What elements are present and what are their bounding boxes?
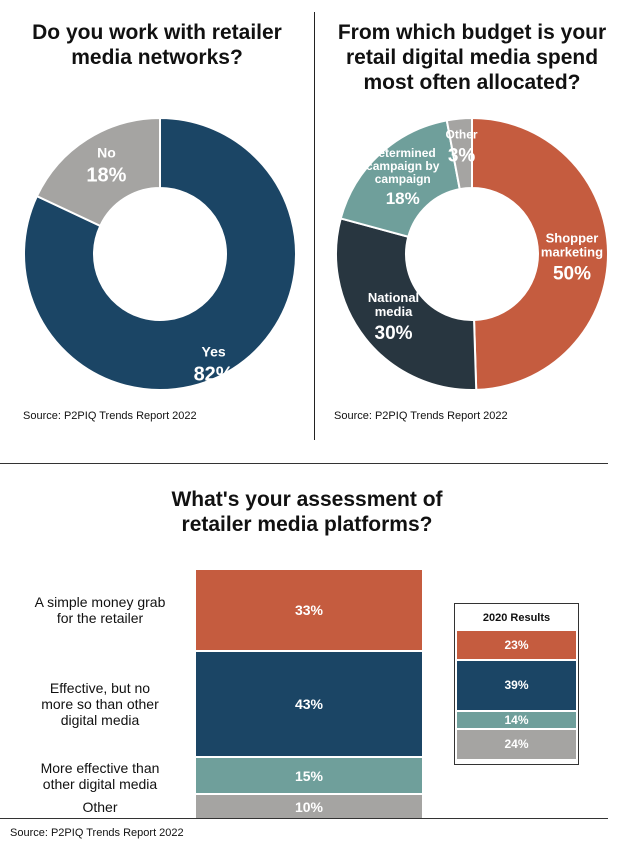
slice-value-label: 50% (553, 263, 591, 284)
chart1-title-line: media networks? (71, 46, 243, 69)
slice-label: Other (446, 127, 478, 141)
slice-label: Shopper (546, 230, 599, 245)
slice-value-label: 18% (86, 165, 126, 187)
category-label-line: Effective, but no (49, 679, 151, 696)
bar-value-label: 10% (294, 798, 324, 815)
bar-segment: 33% (196, 570, 422, 650)
slice-label: campaign (375, 172, 431, 186)
slice-label: media (375, 304, 413, 319)
chart2-title: From which budget is your retail digital… (315, 20, 629, 95)
slice-value-label: 30% (375, 323, 413, 344)
slice-label: marketing (541, 244, 603, 259)
category-label-line: more so than other (41, 695, 159, 712)
donut-slice-determined-campaign-by-campaign (339, 119, 461, 238)
slice-value-label: 3% (448, 145, 476, 166)
slice-label: No (97, 145, 116, 161)
comparison-value-label: 14% (504, 712, 529, 727)
bar-value-label: 43% (294, 695, 324, 712)
donut-chart-retailer-media: Yes 82% No 18% (23, 116, 297, 391)
slice-value-label: 18% (386, 189, 420, 208)
chart3-title: What's your assessment of retailer media… (0, 487, 614, 537)
category-label-line: A simple money grab (34, 593, 166, 610)
donut-slice-no (35, 116, 161, 228)
donut-slice-yes (23, 116, 297, 391)
comparison-value-label: 24% (504, 737, 529, 752)
comparison-title: 2020 Results (482, 612, 551, 624)
chart3-source: Source: P2PIQ Trends Report 2022 (10, 827, 184, 839)
comparison-value-label: 39% (504, 678, 529, 693)
comparison-value-label: 23% (504, 637, 529, 652)
chart1-source: Source: P2PIQ Trends Report 2022 (23, 410, 197, 422)
comparison-segment: 23% (457, 631, 576, 659)
slice-label: Yes (202, 343, 226, 359)
category-label-line: other digital media (42, 775, 158, 792)
slice-label: National (368, 290, 419, 305)
comparison-box-2020: 2020 Results 23% 39% 14% 24% (454, 603, 579, 765)
donut-slice-other (445, 116, 473, 191)
chart2-title-line: most often allocated? (363, 71, 581, 94)
bar-segment: 15% (196, 758, 422, 794)
bar-value-label: 15% (294, 767, 324, 784)
chart2-source: Source: P2PIQ Trends Report 2022 (334, 410, 508, 422)
chart3-title-line: retailer media platforms? (181, 513, 433, 536)
category-label: Effective, but no more so than other digit… (10, 680, 190, 728)
bar-segment: 10% (196, 795, 422, 818)
bar-segment: 43% (196, 651, 422, 757)
category-label-line: for the retailer (56, 609, 144, 626)
chart1-title-line: Do you work with retailer (32, 21, 282, 44)
category-label: Other (10, 799, 190, 815)
donut-slice-national-media (335, 217, 478, 391)
slice-value-label: 82% (194, 363, 234, 385)
category-label-line: More effective than (40, 759, 160, 776)
category-label: More effective than other digital media (10, 760, 190, 792)
comparison-segment: 24% (457, 729, 576, 759)
slice-label: Determined (370, 146, 436, 160)
vertical-divider (314, 12, 315, 440)
slice-label: campaign by (366, 159, 440, 173)
chart2-title-line: From which budget is your (337, 21, 607, 44)
chart2-title-line: retail digital media spend (345, 46, 599, 69)
horizontal-divider (0, 463, 608, 464)
comparison-segment: 14% (457, 711, 576, 728)
chart1-title: Do you work with retailer media networks… (0, 20, 314, 70)
bar-value-label: 33% (294, 601, 324, 618)
bottom-divider (0, 818, 608, 819)
comparison-segment: 39% (457, 660, 576, 710)
category-label-line: digital media (60, 711, 140, 728)
category-label-line: Other (82, 798, 118, 815)
donut-slice-shopper-marketing (471, 116, 609, 391)
category-label: A simple money grab for the retailer (10, 594, 190, 626)
chart3-title-line: What's your assessment of (171, 488, 443, 511)
